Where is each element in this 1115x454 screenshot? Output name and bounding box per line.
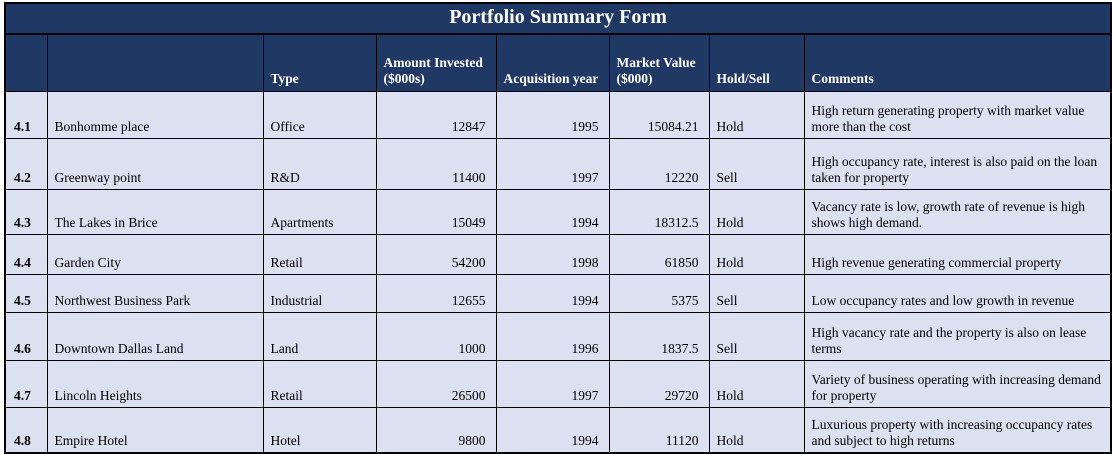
title-row: Portfolio Summary Form: [4, 2, 1112, 35]
type-cell: Office: [262, 90, 377, 139]
acquisition-year-cell: 1994: [495, 273, 610, 313]
property-name-cell: The Lakes in Brice: [46, 188, 264, 235]
property-name-cell: Bonhomme place: [46, 90, 264, 139]
property-name-cell: Northwest Business Park: [46, 273, 264, 313]
type-cell: Retail: [262, 233, 377, 275]
row-id-cell: 4.2: [4, 137, 48, 190]
type-cell: Land: [262, 311, 377, 361]
amount-invested-cell: 1000: [375, 311, 497, 361]
acquisition-year-cell: 1994: [495, 188, 610, 235]
column-header-row: Type Amount Invested ($000s) Acquisition…: [4, 33, 1112, 92]
type-cell: Retail: [262, 359, 377, 408]
type-cell: Industrial: [262, 273, 377, 313]
market-value-cell: 18312.5: [608, 188, 710, 235]
property-name-cell: Downtown Dallas Land: [46, 311, 264, 361]
market-value-cell: 29720: [608, 359, 710, 408]
property-name-cell: Lincoln Heights: [46, 359, 264, 408]
market-value-cell: 5375: [608, 273, 710, 313]
table-row: 4.5 Northwest Business Park Industrial 1…: [4, 273, 1112, 313]
hold-sell-cell: Sell: [708, 273, 805, 313]
property-name-cell: Empire Hotel: [46, 406, 264, 454]
column-header-property-name: [46, 33, 264, 92]
amount-invested-cell: 54200: [375, 233, 497, 275]
page-title: Portfolio Summary Form: [4, 2, 1112, 35]
row-id-cell: 4.6: [4, 311, 48, 361]
acquisition-year-cell: 1994: [495, 406, 610, 454]
type-cell: R&D: [262, 137, 377, 190]
column-header-acquisition-year: Acquisition year: [495, 33, 610, 92]
table-row: 4.8 Empire Hotel Hotel 9800 1994 11120 H…: [4, 406, 1112, 454]
column-header-comments: Comments: [803, 33, 1112, 92]
property-name-cell: Garden City: [46, 233, 264, 275]
acquisition-year-cell: 1996: [495, 311, 610, 361]
portfolio-summary-table: Portfolio Summary Form Type Amount Inves…: [4, 2, 1113, 454]
market-value-cell: 1837.5: [608, 311, 710, 361]
market-value-cell: 11120: [608, 406, 710, 454]
column-header-type: Type: [262, 33, 377, 92]
column-header-market-value: Market Value ($000): [608, 33, 710, 92]
type-cell: Hotel: [262, 406, 377, 454]
column-header-hold-sell: Hold/Sell: [708, 33, 805, 92]
comments-cell: Variety of business operating with incre…: [803, 359, 1112, 408]
property-name-cell: Greenway point: [46, 137, 264, 190]
acquisition-year-cell: 1997: [495, 137, 610, 190]
acquisition-year-cell: 1995: [495, 90, 610, 139]
row-id-cell: 4.8: [4, 406, 48, 454]
hold-sell-cell: Sell: [708, 137, 805, 190]
hold-sell-cell: Hold: [708, 233, 805, 275]
row-id-cell: 4.4: [4, 233, 48, 275]
comments-cell: Vacancy rate is low, growth rate of reve…: [803, 188, 1112, 235]
amount-invested-cell: 9800: [375, 406, 497, 454]
hold-sell-cell: Hold: [708, 359, 805, 408]
amount-invested-cell: 12847: [375, 90, 497, 139]
row-id-cell: 4.3: [4, 188, 48, 235]
market-value-cell: 15084.21: [608, 90, 710, 139]
acquisition-year-cell: 1997: [495, 359, 610, 408]
amount-invested-cell: 26500: [375, 359, 497, 408]
row-id-cell: 4.5: [4, 273, 48, 313]
market-value-cell: 12220: [608, 137, 710, 190]
amount-invested-cell: 11400: [375, 137, 497, 190]
comments-cell: Low occupancy rates and low growth in re…: [803, 273, 1112, 313]
market-value-cell: 61850: [608, 233, 710, 275]
acquisition-year-cell: 1998: [495, 233, 610, 275]
table-row: 4.6 Downtown Dallas Land Land 1000 1996 …: [4, 311, 1112, 361]
table-row: 4.7 Lincoln Heights Retail 26500 1997 29…: [4, 359, 1112, 408]
comments-cell: High return generating property with mar…: [803, 90, 1112, 139]
row-id-cell: 4.1: [4, 90, 48, 139]
hold-sell-cell: Hold: [708, 90, 805, 139]
column-header-amount-invested: Amount Invested ($000s): [375, 33, 497, 92]
amount-invested-cell: 12655: [375, 273, 497, 313]
table-row: 4.1 Bonhomme place Office 12847 1995 150…: [4, 90, 1112, 139]
hold-sell-cell: Hold: [708, 406, 805, 454]
comments-cell: High occupancy rate, interest is also pa…: [803, 137, 1112, 190]
row-id-cell: 4.7: [4, 359, 48, 408]
amount-invested-cell: 15049: [375, 188, 497, 235]
comments-cell: High vacancy rate and the property is al…: [803, 311, 1112, 361]
table-row: 4.2 Greenway point R&D 11400 1997 12220 …: [4, 137, 1112, 190]
type-cell: Apartments: [262, 188, 377, 235]
comments-cell: High revenue generating commercial prope…: [803, 233, 1112, 275]
table-row: 4.3 The Lakes in Brice Apartments 15049 …: [4, 188, 1112, 235]
hold-sell-cell: Sell: [708, 311, 805, 361]
table-row: 4.4 Garden City Retail 54200 1998 61850 …: [4, 233, 1112, 275]
column-header-id: [4, 33, 48, 92]
hold-sell-cell: Hold: [708, 188, 805, 235]
comments-cell: Luxurious property with increasing occup…: [803, 406, 1112, 454]
